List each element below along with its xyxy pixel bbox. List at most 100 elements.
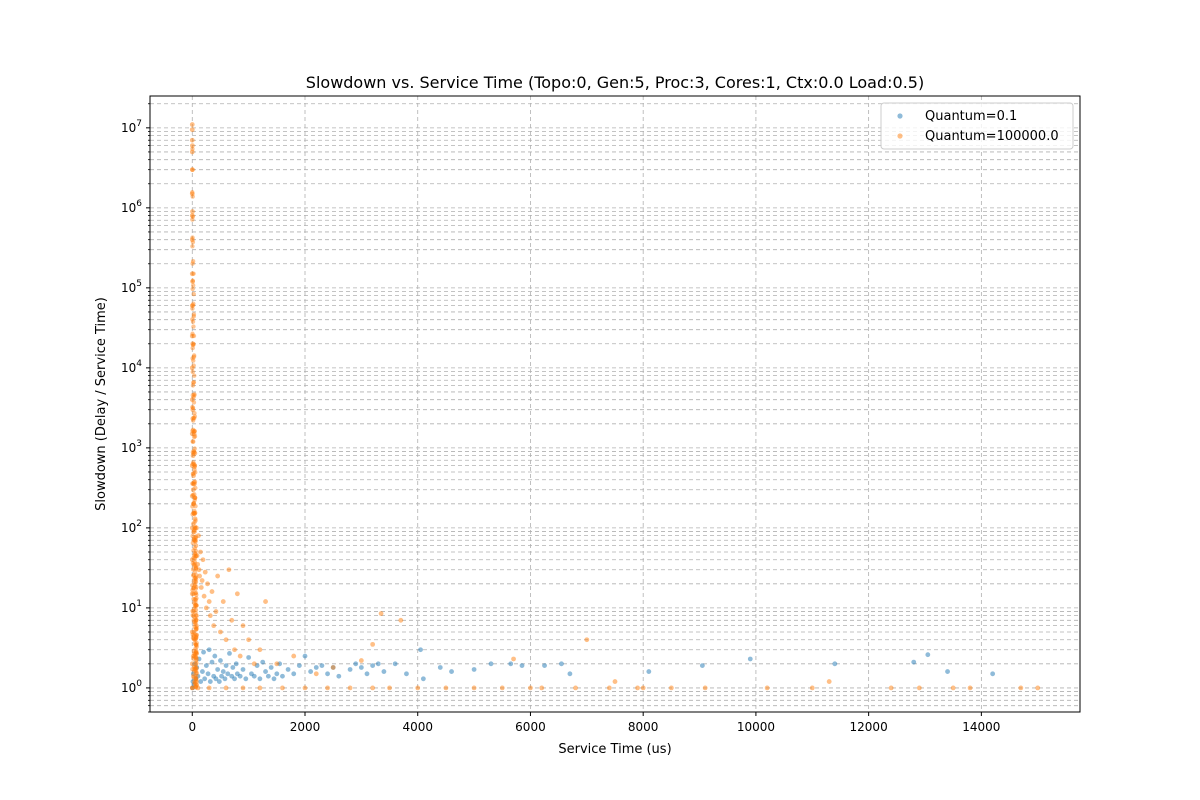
data-point (194, 584, 199, 590)
data-point (240, 667, 246, 672)
data-point (358, 658, 364, 663)
data-point (192, 495, 198, 501)
data-point (189, 685, 195, 691)
data-point (358, 665, 364, 670)
data-point (246, 637, 252, 643)
data-point (192, 431, 197, 437)
data-point (194, 573, 199, 578)
data-point (191, 548, 196, 553)
data-point (215, 667, 221, 672)
data-point (194, 651, 199, 656)
data-point (193, 632, 198, 637)
data-point (471, 685, 477, 691)
data-point (192, 495, 198, 500)
data-point (192, 537, 197, 542)
data-point (193, 617, 199, 622)
y-tick-label: 103 (121, 439, 142, 455)
data-point (190, 404, 195, 410)
grid-lines (150, 96, 1080, 713)
data-point (191, 358, 196, 363)
data-point (192, 681, 197, 686)
data-point (640, 685, 646, 691)
data-point (190, 279, 196, 284)
data-point (189, 237, 195, 243)
data-point (190, 259, 196, 264)
data-point (193, 485, 198, 491)
y-tick-label: 106 (121, 199, 142, 215)
data-point (193, 503, 198, 509)
legend-marker-quantum-0.1 (897, 113, 903, 119)
data-point (192, 582, 198, 587)
data-point (225, 671, 231, 677)
data-point (189, 167, 195, 173)
data-point (190, 504, 195, 509)
data-point (192, 569, 198, 574)
data-point (191, 673, 196, 678)
data-point (1018, 685, 1024, 691)
data-point (190, 492, 196, 498)
data-point (945, 669, 950, 674)
data-point (194, 665, 200, 670)
x-tick-label: 4000 (402, 720, 433, 734)
data-point (207, 679, 213, 684)
data-point (370, 685, 376, 691)
data-point (302, 653, 308, 659)
data-point (220, 599, 226, 604)
data-point (190, 392, 196, 398)
data-point (191, 324, 196, 329)
data-point (192, 508, 197, 514)
data-point (190, 214, 196, 219)
data-point (364, 671, 370, 677)
data-point (191, 460, 196, 465)
data-point (191, 674, 196, 680)
data-point (192, 665, 198, 670)
data-point (265, 673, 271, 679)
data-point (191, 380, 196, 385)
data-point (193, 621, 198, 627)
data-point (193, 553, 198, 559)
plot-frame (149, 95, 1081, 713)
data-point (201, 649, 206, 655)
data-point (190, 286, 195, 292)
data-point (192, 463, 198, 468)
data-point (193, 552, 198, 557)
data-point (191, 473, 196, 479)
data-point (646, 669, 652, 674)
data-point (313, 665, 319, 670)
data-point (559, 661, 564, 667)
data-point (404, 671, 409, 677)
data-points (189, 122, 1041, 691)
data-point (229, 617, 235, 623)
data-point (511, 656, 516, 662)
data-point (194, 635, 199, 640)
data-point (193, 510, 198, 515)
data-point (190, 418, 196, 423)
data-point (192, 428, 197, 434)
data-point (194, 642, 199, 648)
legend-label-quantum-100000.0: Quantum=100000.0 (925, 129, 1059, 144)
data-point (191, 591, 196, 596)
data-point (192, 597, 197, 602)
data-point (223, 685, 229, 691)
data-point (192, 463, 198, 468)
data-point (392, 661, 398, 667)
data-point (191, 291, 196, 297)
data-point (925, 652, 931, 658)
data-point (192, 576, 197, 581)
data-point (191, 312, 197, 317)
data-point (191, 479, 197, 485)
data-point (191, 448, 197, 454)
data-point (192, 526, 198, 531)
data-point (190, 405, 196, 411)
data-point (302, 685, 308, 691)
data-point (192, 556, 198, 561)
data-point (192, 446, 197, 451)
data-point (257, 647, 263, 653)
data-point (471, 667, 477, 672)
y-tick-label: 100 (121, 679, 142, 695)
data-point (990, 671, 996, 677)
data-point (191, 600, 197, 606)
data-point (668, 685, 674, 691)
data-point (193, 642, 199, 648)
data-point (194, 632, 199, 638)
